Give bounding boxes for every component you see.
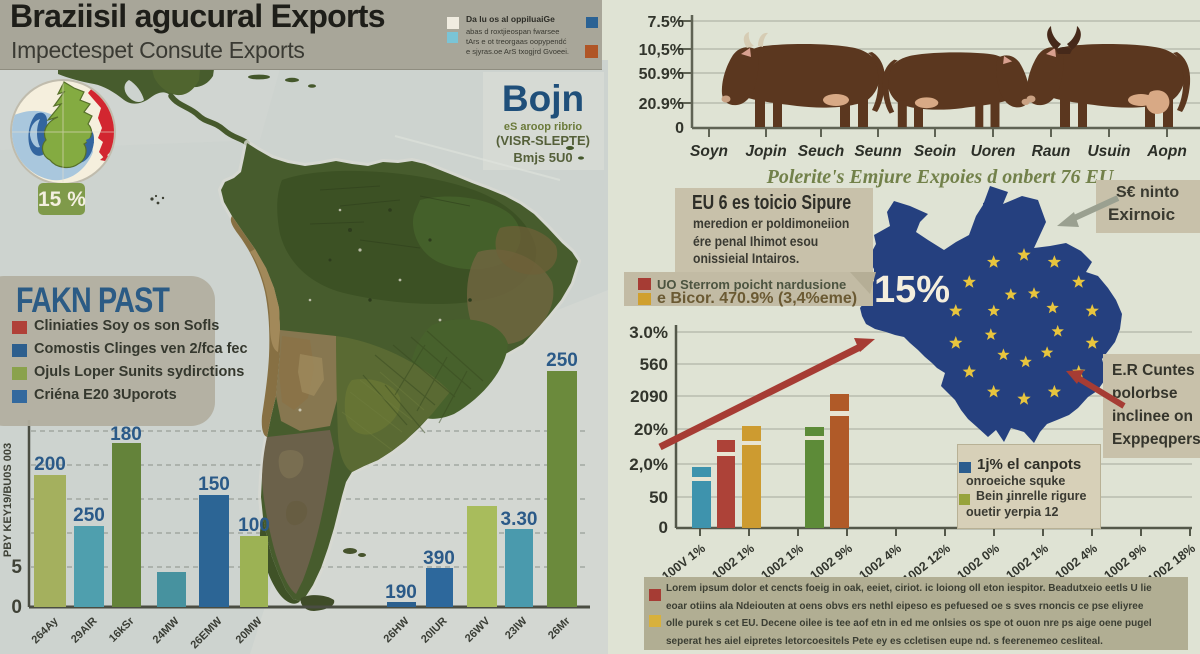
svg-text:Seunn: Seunn [854, 143, 901, 160]
svg-text:1002 9%: 1002 9% [807, 541, 855, 580]
svg-text:264Ay: 264Ay [29, 615, 61, 647]
svg-text:1002 1%: 1002 1% [1003, 541, 1051, 580]
svg-text:26WV: 26WV [463, 615, 493, 645]
svg-text:250: 250 [73, 505, 105, 526]
svg-text:390: 390 [423, 548, 455, 569]
svg-text:1002 4%: 1002 4% [856, 541, 904, 580]
svg-text:1002 4%: 1002 4% [1052, 541, 1100, 580]
svg-text:1002 1%: 1002 1% [758, 541, 806, 580]
svg-text:10,5%: 10,5% [639, 42, 684, 59]
svg-text:Polerite's Emjure Expoies d on: Polerite's Emjure Expoies d onbert 76 EU [766, 166, 1115, 188]
svg-text:0: 0 [675, 120, 684, 137]
svg-text:7.5%: 7.5% [648, 14, 684, 31]
svg-text:16kSr: 16kSr [107, 615, 137, 645]
svg-text:50: 50 [649, 488, 668, 507]
svg-text:Usuin: Usuin [1087, 143, 1130, 160]
svg-text:190: 190 [385, 582, 417, 603]
svg-text:26Mr: 26Mr [546, 615, 573, 642]
svg-text:29AlR: 29AlR [69, 615, 100, 646]
svg-text:24MW: 24MW [151, 615, 182, 646]
svg-text:2090: 2090 [630, 387, 668, 406]
svg-text:2,0%: 2,0% [629, 455, 668, 474]
svg-text:Seuch: Seuch [798, 143, 845, 160]
svg-text:PBY KEY19/BU0S 003: PBY KEY19/BU0S 003 [2, 443, 14, 557]
svg-text:15%: 15% [874, 269, 950, 311]
svg-text:560: 560 [640, 355, 668, 374]
svg-text:20%: 20% [634, 420, 668, 439]
svg-text:1002 18%: 1002 18% [1145, 541, 1198, 580]
svg-text:1002 9%: 1002 9% [1101, 541, 1149, 580]
svg-text:3.30: 3.30 [501, 509, 538, 530]
svg-text:1002 0%: 1002 0% [954, 541, 1002, 580]
svg-text:100: 100 [238, 515, 270, 536]
svg-text:Raun: Raun [1032, 143, 1071, 160]
svg-text:26EMW: 26EMW [188, 615, 225, 652]
svg-text:1002 12%: 1002 12% [900, 541, 953, 580]
svg-text:5: 5 [11, 557, 22, 578]
svg-text:Aopn: Aopn [1146, 143, 1187, 160]
svg-text:26HW: 26HW [382, 615, 413, 646]
svg-text:Soyn: Soyn [690, 143, 728, 160]
svg-text:100V 1%: 100V 1% [659, 541, 708, 580]
svg-text:0: 0 [659, 518, 668, 537]
svg-text:3.0%: 3.0% [629, 323, 668, 342]
svg-text:50.9%: 50.9% [639, 66, 684, 83]
svg-text:0: 0 [11, 597, 22, 618]
svg-text:20.9%: 20.9% [639, 96, 684, 113]
svg-text:Seoin: Seoin [914, 143, 956, 160]
svg-text:1002 1%: 1002 1% [709, 541, 757, 580]
svg-text:23lW: 23lW [503, 615, 530, 642]
svg-text:Jopin: Jopin [745, 143, 786, 160]
svg-text:150: 150 [198, 474, 230, 495]
svg-text:Uoren: Uoren [971, 143, 1016, 160]
svg-text:20lUR: 20lUR [419, 615, 450, 646]
svg-text:180: 180 [110, 424, 142, 445]
svg-text:20MW: 20MW [234, 615, 265, 646]
svg-text:250: 250 [546, 350, 578, 371]
svg-text:200: 200 [34, 454, 66, 475]
